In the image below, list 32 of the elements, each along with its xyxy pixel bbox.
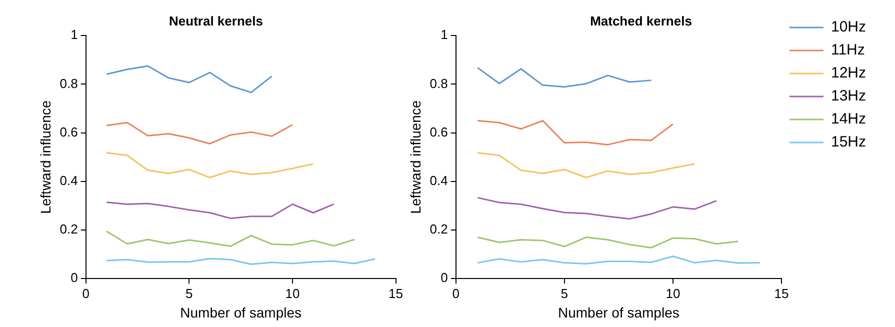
x-axis-title: Number of samples xyxy=(180,304,302,320)
legend-label: 13Hz xyxy=(830,88,866,105)
x-tick-label: 15 xyxy=(774,286,789,301)
y-tick-label: 0.2 xyxy=(430,222,448,237)
y-tick-label: 0.4 xyxy=(430,172,448,188)
y-tick-label: 0.8 xyxy=(60,76,78,91)
y-axis-title: Leftward influence xyxy=(37,100,54,214)
x-tick-label: 0 xyxy=(452,286,460,301)
y-tick-label: 0 xyxy=(440,270,448,286)
legend-label: 15Hz xyxy=(830,134,866,151)
legend-label: 12Hz xyxy=(830,64,866,82)
y-tick-label: 0.8 xyxy=(430,76,448,91)
x-axis-title: Number of samples xyxy=(558,304,680,320)
x-tick-label: 5 xyxy=(560,286,568,301)
y-tick-label: 0 xyxy=(70,270,78,286)
y-tick-label: 1 xyxy=(70,27,78,42)
chart-title: Neutral kernels xyxy=(169,13,263,28)
x-tick-label: 15 xyxy=(388,286,404,301)
y-tick-label: 0.6 xyxy=(60,124,78,140)
x-tick-label: 5 xyxy=(186,286,193,301)
x-tick-label: 10 xyxy=(666,286,680,301)
y-tick-label: 0.6 xyxy=(430,124,448,140)
legend-label: 14Hz xyxy=(830,110,866,128)
y-tick-label: 1 xyxy=(440,27,448,42)
legend-label: 11Hz xyxy=(830,42,865,59)
chart-title: Matched kernels xyxy=(590,13,692,28)
x-tick-label: 10 xyxy=(285,286,300,301)
y-tick-label: 0.4 xyxy=(60,172,78,188)
legend-label: 10Hz xyxy=(830,18,866,36)
y-tick-label: 0.2 xyxy=(60,222,78,237)
y-axis-title: Leftward influence xyxy=(407,100,424,214)
x-tick-label: 0 xyxy=(82,286,90,301)
